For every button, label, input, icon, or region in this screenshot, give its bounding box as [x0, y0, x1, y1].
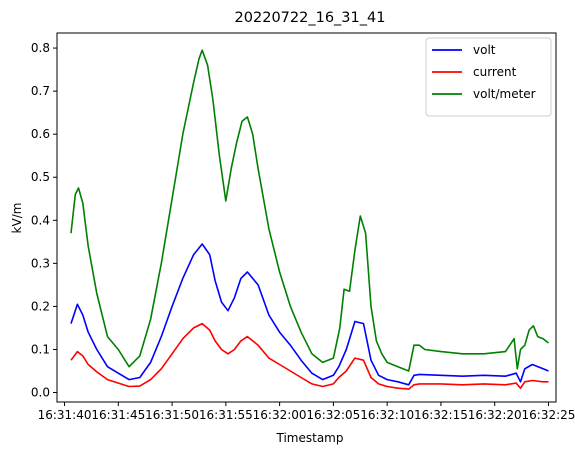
y-tick-label: 0.2: [31, 299, 50, 313]
y-tick-label: 0.6: [31, 127, 50, 141]
series-line-current: [70, 322, 549, 390]
legend-label-volt-meter: volt/meter: [473, 87, 536, 101]
series-lines: [70, 49, 549, 390]
y-tick-label: 0.5: [31, 170, 50, 184]
x-tick-label: 16:32:20: [468, 408, 522, 422]
x-tick-label: 16:31:50: [145, 408, 199, 422]
y-tick-label: 0.8: [31, 41, 50, 55]
y-tick-label: 0.1: [31, 342, 50, 356]
y-axis-ticks: 0.0 0.1 0.2 0.3 0.4 0.5 0.6 0.7 0.8: [31, 41, 57, 400]
chart-title: 20220722_16_31_41: [235, 10, 386, 26]
y-axis-label: kV/m: [10, 203, 24, 234]
y-tick-label: 0.0: [31, 386, 50, 400]
series-line-volt-meter: [70, 49, 549, 372]
x-tick-label: 16:31:45: [91, 408, 145, 422]
x-tick-label: 16:32:25: [522, 408, 575, 422]
x-tick-label: 16:32:10: [360, 408, 414, 422]
x-tick-label: 16:32:00: [253, 408, 307, 422]
y-tick-label: 0.7: [31, 84, 50, 98]
plot-frame: [56, 32, 557, 403]
legend-box: [425, 37, 552, 117]
x-tick-label: 16:31:55: [199, 408, 253, 422]
legend-label-current: current: [473, 65, 517, 79]
y-tick-label: 0.4: [31, 213, 50, 227]
y-tick-label: 0.3: [31, 256, 50, 270]
legend-label-volt: volt: [473, 43, 496, 57]
x-tick-label: 16:31:40: [38, 408, 92, 422]
x-tick-label: 16:32:15: [414, 408, 468, 422]
x-axis-label: Timestamp: [276, 431, 344, 445]
series-line-volt: [70, 243, 549, 386]
x-axis-ticks: 16:31:40 16:31:45 16:31:50 16:31:55 16:32:00…: [38, 402, 575, 422]
legend: volt current volt/meter: [425, 37, 552, 117]
x-tick-label: 16:32:05: [306, 408, 360, 422]
